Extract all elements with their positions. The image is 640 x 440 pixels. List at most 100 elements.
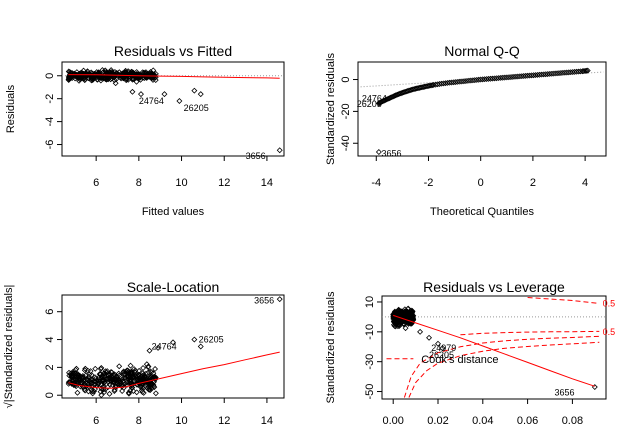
sl-data-point xyxy=(91,386,98,393)
rvl-data-point xyxy=(400,309,407,316)
rvl-x-tick-label: 0.00 xyxy=(382,415,403,427)
rvf-data-point xyxy=(103,69,109,76)
sl-data-point xyxy=(88,376,95,383)
sl-data-point xyxy=(129,381,136,388)
sl-data-point xyxy=(92,365,99,372)
rvf-data-point xyxy=(125,68,132,75)
rvl-x-tick-label: 0.02 xyxy=(427,415,448,427)
sl-x-tick-label: 10 xyxy=(175,415,187,427)
sl-point-label: 24764 xyxy=(152,342,177,352)
qq-plot-frame xyxy=(357,61,607,157)
rvf-outlier-point xyxy=(276,147,283,154)
sl-data-point xyxy=(82,365,89,372)
rvf-data-point xyxy=(139,74,146,81)
sl-data-point xyxy=(100,383,107,390)
qq-data-point xyxy=(584,67,591,74)
sl-data-point xyxy=(71,370,78,377)
rvf-data-point xyxy=(104,74,111,81)
rvf-data-point xyxy=(94,76,101,83)
sl-data-point xyxy=(135,376,142,383)
qq-data-point xyxy=(388,94,395,101)
qq-point-label: 26205 xyxy=(357,99,382,109)
sl-smooth-line xyxy=(68,351,280,389)
rvl-data-point xyxy=(396,314,403,320)
sl-point-label: 3656 xyxy=(254,296,274,306)
sl-data-point xyxy=(83,383,90,390)
sl-outlier-point xyxy=(146,347,153,354)
qq-data-point xyxy=(386,95,393,102)
sl-data-point xyxy=(106,375,113,382)
qq-data-point xyxy=(383,96,390,103)
rvl-x-tick-label: 0.08 xyxy=(562,415,583,427)
qq-data-point xyxy=(379,98,386,105)
sl-x-tick-label: 6 xyxy=(93,415,99,427)
qq-data-point xyxy=(428,82,435,89)
rvl-outlier-point xyxy=(439,345,446,352)
qq-y-tick-label: -20 xyxy=(340,103,352,119)
rvl-data-point xyxy=(392,323,399,330)
sl-data-point xyxy=(149,380,156,387)
sl-plot-frame xyxy=(61,294,285,399)
sl-plot-area xyxy=(65,296,283,398)
cooks-distance-contour xyxy=(460,330,600,336)
sl-data-point xyxy=(125,389,132,396)
rvf-x-axis-label: Fitted values xyxy=(142,206,205,218)
sl-y-tick-label: 0 xyxy=(44,392,56,398)
qq-point-label: 24764 xyxy=(362,94,387,104)
sl-data-point xyxy=(148,375,155,382)
rvf-point-label: 24764 xyxy=(139,96,164,106)
sl-outlier-point xyxy=(197,343,204,350)
rvl-title: Residuals vs Leverage xyxy=(423,279,565,295)
sl-x-tick-label: 14 xyxy=(261,415,273,427)
sl-data-point xyxy=(144,385,151,392)
sl-data-point xyxy=(132,372,139,379)
sl-data-point xyxy=(119,388,126,394)
sl-data-point xyxy=(96,376,103,383)
sl-data-point xyxy=(92,374,98,381)
rvf-data-point xyxy=(95,70,102,77)
qq-plot-area xyxy=(360,67,604,155)
qq-data-point xyxy=(378,98,385,105)
sl-data-point xyxy=(151,378,158,385)
sl-data-point xyxy=(140,385,147,392)
cooks-contour-label: 0.5 xyxy=(603,327,616,337)
rvf-data-point xyxy=(104,70,111,77)
sl-data-point xyxy=(114,373,120,380)
sl-data-point xyxy=(132,367,139,374)
rvf-data-point xyxy=(104,73,111,80)
qq-point-label: 3656 xyxy=(381,149,401,159)
sl-data-point xyxy=(143,361,150,368)
qq-y-tick-label: -40 xyxy=(340,135,352,151)
sl-data-point xyxy=(91,378,98,385)
cooks-distance-contour xyxy=(408,341,600,398)
rvf-data-point xyxy=(118,75,125,82)
rvf-data-point xyxy=(81,77,88,84)
rvf-data-point xyxy=(128,68,135,75)
rvf-outlier-point xyxy=(129,88,136,95)
sl-data-point xyxy=(129,384,136,391)
sl-data-point xyxy=(98,392,105,398)
sl-data-point xyxy=(128,384,135,391)
sl-data-point xyxy=(147,387,154,393)
qq-data-point xyxy=(392,92,399,99)
sl-data-point xyxy=(145,363,152,370)
rvf-data-point xyxy=(122,67,129,74)
rvf-data-point xyxy=(72,73,79,80)
sl-outlier-point xyxy=(170,339,176,346)
rvl-data-point xyxy=(409,314,416,321)
rvf-data-point xyxy=(69,75,76,82)
sl-panel: Scale-Location √|Standardized residuals| 6… xyxy=(3,279,285,427)
rvl-plot-frame xyxy=(381,295,607,400)
rvf-smooth-line xyxy=(68,74,280,79)
sl-data-point xyxy=(108,369,115,376)
rvf-outlier-point xyxy=(138,91,144,98)
sl-data-point xyxy=(65,379,72,386)
sl-data-point xyxy=(74,389,81,396)
cooks-legend-label: Cook's distance xyxy=(421,354,498,366)
sl-data-point xyxy=(120,371,127,378)
rvl-data-point xyxy=(391,318,397,325)
rvf-y-tick-label: 0 xyxy=(44,73,56,79)
cooks-distance-contour xyxy=(527,297,600,304)
sl-data-point xyxy=(119,376,126,383)
rvl-data-point xyxy=(396,310,402,317)
